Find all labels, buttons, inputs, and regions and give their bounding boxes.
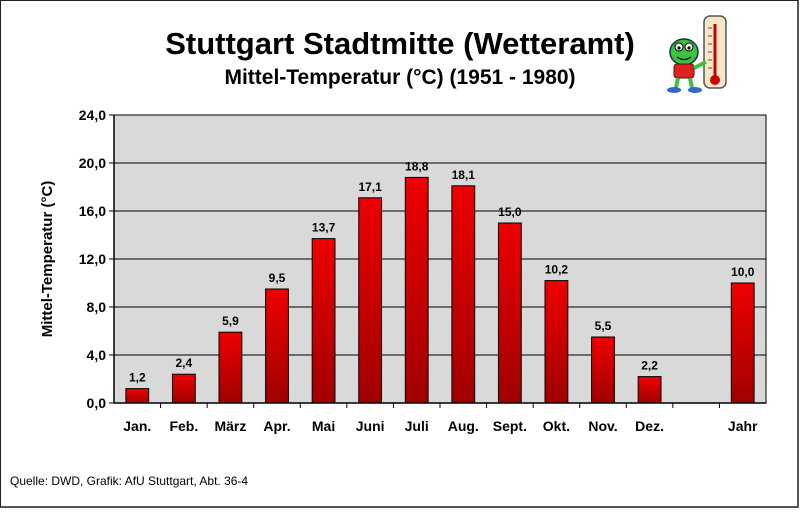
data-label: 15,0 (498, 205, 522, 219)
x-axis-ticks: Jan. Feb. März Apr. Mai Juni Juli Aug. Sept. Okt.… (123, 403, 758, 434)
y-tick-label: 12,0 (79, 251, 106, 267)
bar (591, 336, 615, 404)
x-tick-label: Sept. (493, 418, 527, 434)
bar (497, 222, 522, 404)
y-axis-title: Mittel-Temperatur (°C) (39, 181, 56, 338)
data-label: 18,8 (405, 159, 429, 173)
bar (637, 376, 662, 404)
x-tick-label: Nov. (588, 418, 617, 434)
data-label: 10,2 (545, 263, 569, 277)
y-tick-label: 4,0 (87, 347, 107, 363)
data-label: 2,2 (641, 359, 658, 373)
x-tick-label: Jahr (728, 418, 758, 434)
x-tick-label: Juni (356, 418, 385, 434)
x-tick-label: März (214, 418, 246, 434)
bar (125, 388, 150, 404)
data-label: 13,7 (312, 221, 336, 235)
x-tick-label: Mai (312, 418, 335, 434)
bar (451, 185, 476, 404)
y-tick-label: 24,0 (79, 107, 106, 123)
data-label: 10,0 (731, 265, 755, 279)
data-label: 2,4 (176, 356, 193, 370)
data-label: 1,2 (129, 371, 146, 385)
x-tick-label: Aug. (448, 418, 479, 434)
x-tick-label: Jan. (123, 418, 151, 434)
bar (730, 282, 755, 404)
data-label: 9,5 (269, 271, 286, 285)
y-tick-label: 8,0 (87, 299, 107, 315)
x-tick-label: Juli (405, 418, 429, 434)
chart-title: Stuttgart Stadtmitte (Wetteramt) (165, 26, 635, 61)
data-label: 5,5 (595, 319, 612, 333)
x-tick-label: Dez. (635, 418, 664, 434)
y-tick-label: 16,0 (79, 203, 106, 219)
chart-subtitle: Mittel-Temperatur (°C) (1951 - 1980) (224, 66, 576, 89)
thermometer-mascot-icon (667, 15, 727, 93)
data-labels: 1,2 2,4 5,9 9,5 13,7 17,1 18,8 18,1 15,0 10,2 5,5 2… (129, 159, 755, 384)
x-tick-label: Feb. (169, 418, 198, 434)
bar (218, 331, 243, 404)
bar (265, 288, 289, 404)
x-tick-label: Apr. (263, 418, 290, 434)
y-tick-label: 20,0 (79, 155, 106, 171)
y-tick-label: 0,0 (87, 395, 107, 411)
bar (171, 373, 196, 404)
source-note: Quelle: DWD, Grafik: AfU Stuttgart, Abt.… (10, 474, 249, 488)
y-axis-ticks: 0,0 4,0 8,0 12,0 16,0 20,0 24,0 (79, 107, 114, 411)
bar (311, 238, 336, 404)
bars (125, 176, 755, 404)
data-label: 17,1 (358, 180, 382, 194)
bar (544, 280, 569, 404)
bar (358, 197, 383, 404)
data-label: 18,1 (452, 168, 476, 182)
bar (404, 176, 429, 404)
x-tick-label: Okt. (543, 418, 570, 434)
data-label: 5,9 (222, 314, 239, 328)
